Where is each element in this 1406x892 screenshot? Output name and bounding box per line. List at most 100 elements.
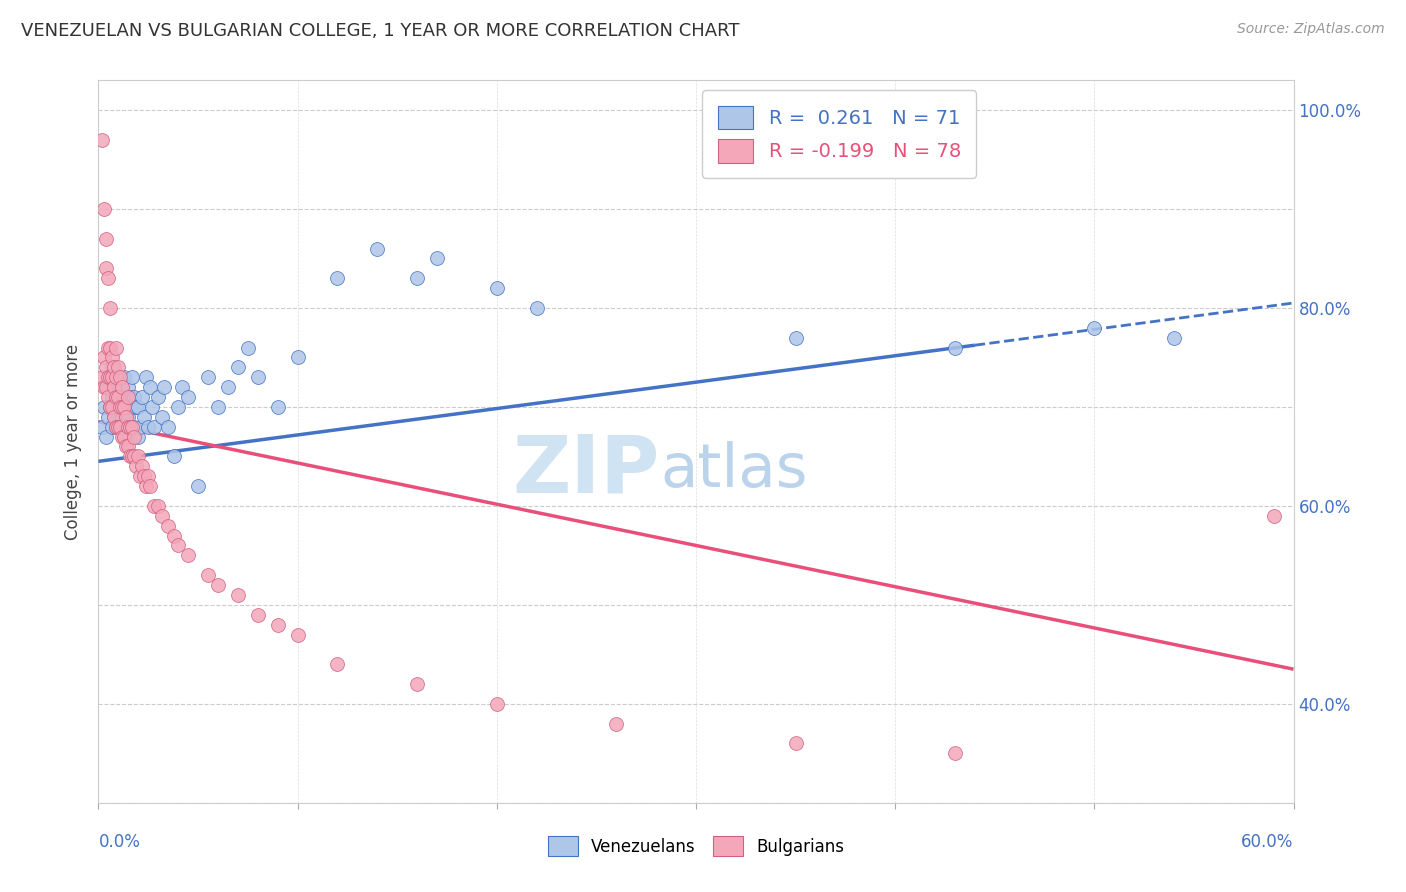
Point [326, 271, 349, 285]
Point [111, 429, 134, 443]
Point [98, 400, 122, 414]
Point [129, 419, 152, 434]
Point [141, 400, 163, 414]
Point [117, 419, 139, 434]
Point [187, 479, 209, 493]
Point [107, 400, 129, 414]
Point [236, 341, 259, 355]
Point [134, 469, 156, 483]
Point [485, 281, 508, 295]
Point [167, 539, 190, 553]
Point [167, 400, 190, 414]
Point [526, 301, 548, 315]
Point [96, 429, 118, 443]
Point [1263, 508, 1285, 523]
Point [226, 360, 249, 375]
Point [107, 360, 129, 375]
Point [124, 450, 146, 464]
Point [98, 301, 122, 315]
Point [98, 370, 122, 384]
Point [172, 380, 194, 394]
Point [124, 419, 146, 434]
Point [105, 419, 128, 434]
Point [124, 390, 146, 404]
Point [121, 400, 143, 414]
Point [112, 429, 135, 443]
Point [101, 419, 124, 434]
Point [605, 716, 627, 731]
Point [115, 390, 138, 404]
Point [143, 499, 166, 513]
Point [91, 133, 114, 147]
Point [101, 360, 124, 375]
Point [127, 450, 149, 464]
Point [139, 380, 162, 394]
Point [115, 409, 138, 424]
Point [217, 380, 239, 394]
Point [107, 370, 129, 384]
Point [93, 400, 115, 414]
Point [246, 370, 269, 384]
Point [125, 459, 148, 474]
Point [207, 400, 229, 414]
Point [287, 627, 309, 641]
Point [1083, 320, 1105, 334]
Point [97, 271, 120, 285]
Point [426, 252, 449, 266]
Point [135, 370, 157, 384]
Point [101, 390, 124, 404]
Point [103, 409, 125, 424]
Point [105, 419, 128, 434]
Point [943, 747, 966, 761]
Point [366, 242, 388, 256]
Point [485, 697, 508, 711]
Point [267, 400, 290, 414]
Point [107, 390, 129, 404]
Point [112, 400, 135, 414]
Point [97, 390, 120, 404]
Point [135, 479, 157, 493]
Point [105, 341, 128, 355]
Point [105, 390, 128, 404]
Point [112, 429, 135, 443]
Point [406, 677, 429, 691]
Point [120, 390, 142, 404]
Point [127, 400, 149, 414]
Point [103, 409, 125, 424]
Point [207, 578, 229, 592]
Point [136, 419, 159, 434]
Point [112, 400, 135, 414]
Point [129, 469, 152, 483]
Point [117, 390, 139, 404]
Point [131, 459, 153, 474]
Point [117, 409, 139, 424]
Point [197, 370, 219, 384]
Point [131, 390, 153, 404]
Point [136, 469, 159, 483]
Point [177, 549, 200, 563]
Point [110, 370, 132, 384]
Point [97, 409, 120, 424]
Point [96, 232, 118, 246]
Text: 60.0%: 60.0% [1241, 833, 1294, 851]
Point [121, 450, 143, 464]
Point [1163, 330, 1185, 344]
Point [326, 657, 349, 672]
Point [103, 380, 125, 394]
Point [163, 450, 186, 464]
Point [91, 370, 114, 384]
Point [121, 419, 143, 434]
Point [107, 419, 129, 434]
Point [943, 341, 966, 355]
Point [153, 380, 176, 394]
Point [163, 528, 186, 542]
Point [120, 419, 142, 434]
Point [105, 390, 128, 404]
Point [101, 351, 124, 365]
Point [120, 450, 142, 464]
Legend: Venezuelans, Bulgarians: Venezuelans, Bulgarians [541, 830, 851, 863]
Point [111, 400, 134, 414]
Point [157, 518, 180, 533]
Point [98, 370, 122, 384]
Point [125, 400, 148, 414]
